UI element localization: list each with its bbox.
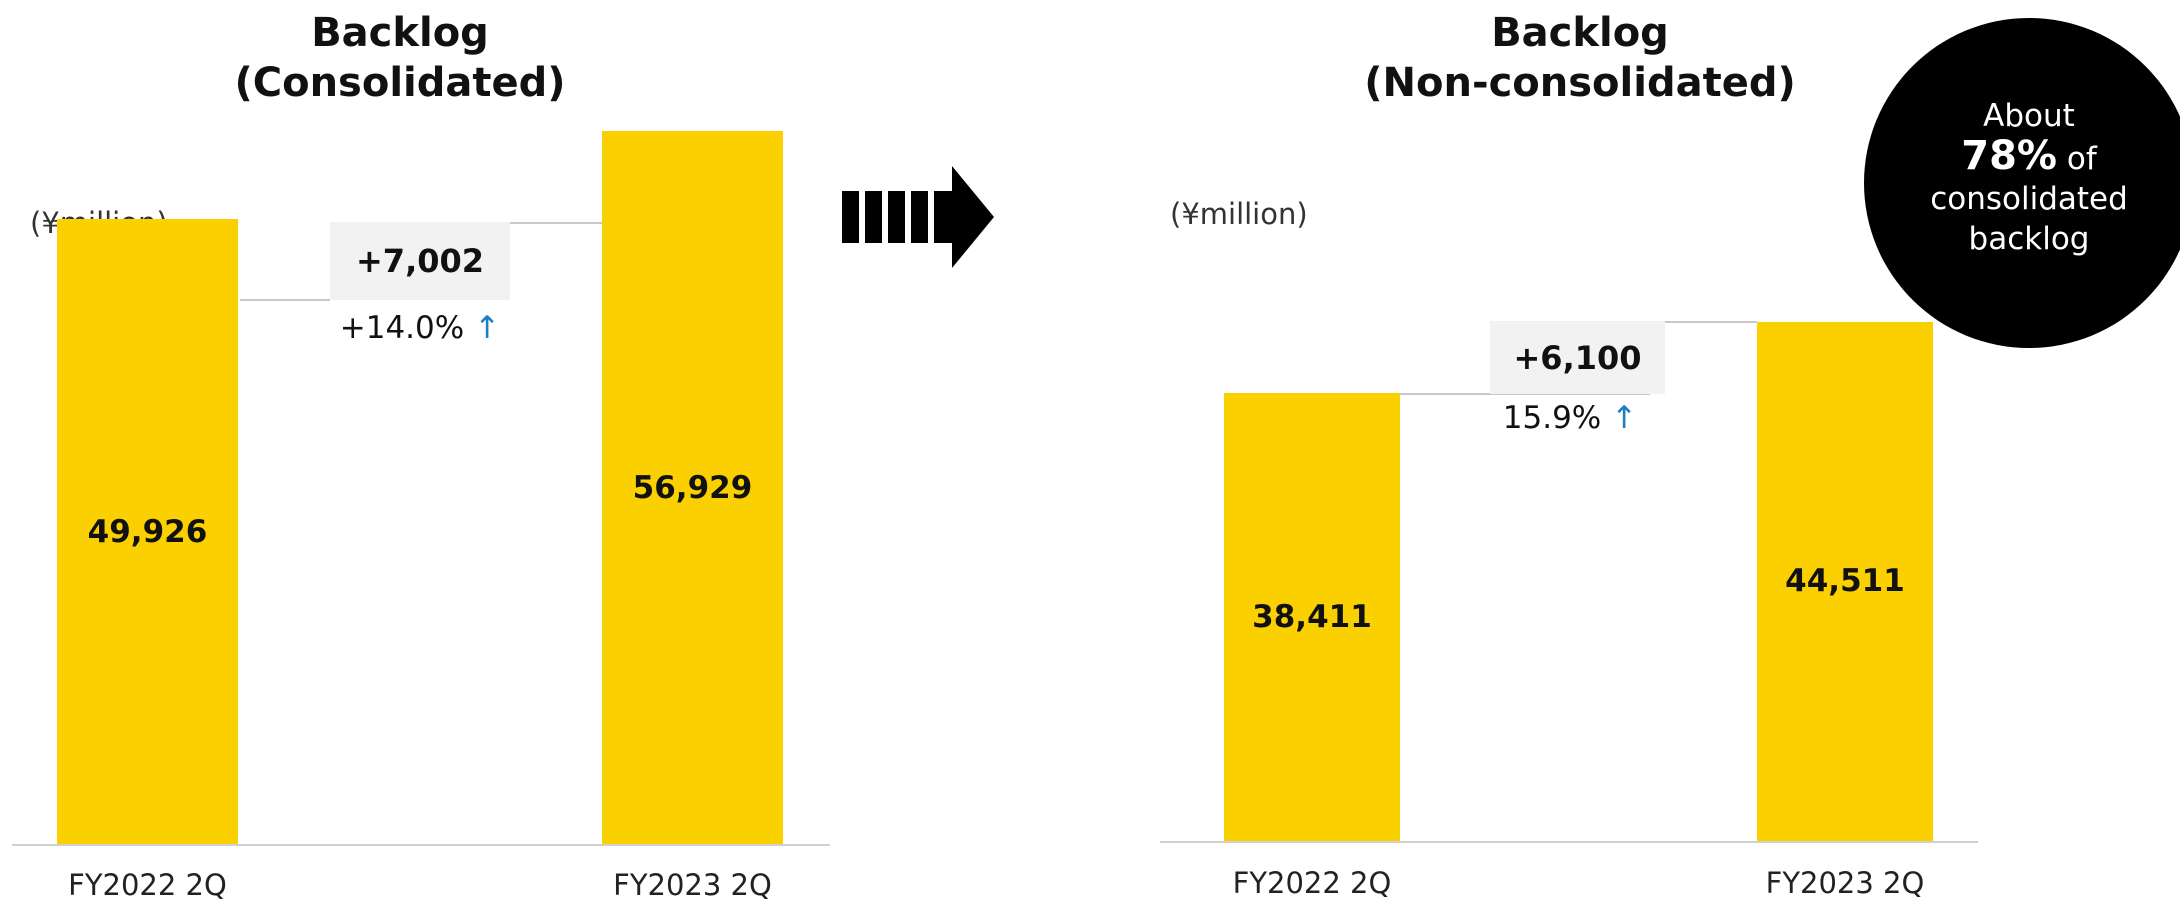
x-axis-baseline — [12, 844, 830, 846]
chart-title: Backlog (Non-consolidated) — [1160, 8, 2000, 108]
connector-line-right — [1665, 321, 1757, 323]
chart-title-line2: (Consolidated) — [234, 60, 566, 106]
bar-fy2022-2q — [57, 219, 238, 844]
x-tick-label: FY2023 2Q — [613, 868, 772, 902]
chart-consolidated: Backlog (Consolidated) (¥million) +7,002… — [0, 0, 840, 902]
connector-line-left — [240, 299, 330, 301]
x-tick-label: FY2023 2Q — [1765, 866, 1925, 900]
badge-line3: consolidated — [1930, 181, 2128, 217]
change-percent-value: 15.9% — [1502, 400, 1602, 436]
right-arrow-icon — [842, 166, 994, 268]
chart-title-line1: Backlog — [311, 10, 489, 56]
chart-title: Backlog (Consolidated) — [0, 8, 800, 108]
chart-title-line1: Backlog — [1491, 10, 1669, 56]
change-badge: +7,002 — [330, 222, 510, 300]
x-tick-label: FY2022 2Q — [1232, 866, 1392, 900]
bar-fy2023-2q — [602, 131, 783, 844]
change-badge: +6,100 — [1490, 321, 1665, 394]
connector-line-left — [1400, 393, 1650, 395]
chart-non-consolidated: Backlog (Non-consolidated) (¥million) +6… — [1160, 0, 2180, 901]
bar-value-label: 49,926 — [87, 513, 208, 550]
bar-value-label: 38,411 — [1252, 599, 1372, 635]
change-percent: +14.0% ↑ — [300, 310, 540, 346]
bar-fy2023-2q — [1757, 321, 1933, 841]
x-axis-baseline — [1160, 841, 1978, 843]
badge-line2: 78% of — [1864, 136, 2180, 179]
badge-percent: 78% — [1961, 133, 2057, 179]
chart-title-line2: (Non-consolidated) — [1364, 60, 1796, 106]
change-percent: 15.9% ↑ — [1450, 400, 1690, 436]
share-badge: About 78% of consolidated backlog — [1864, 18, 2180, 348]
badge-percent-suffix: of — [2066, 141, 2097, 177]
up-arrow-icon: ↑ — [474, 310, 501, 346]
bar-value-label: 56,929 — [632, 469, 753, 506]
badge-line4: backlog — [1968, 221, 2090, 257]
up-arrow-icon: ↑ — [1611, 400, 1638, 436]
unit-label: (¥million) — [1170, 197, 1308, 231]
connector-line-right — [510, 222, 602, 224]
bar-value-label: 44,511 — [1785, 563, 1905, 600]
change-percent-value: +14.0% — [339, 310, 465, 346]
x-tick-label: FY2022 2Q — [68, 868, 227, 902]
bar-fy2022-2q — [1224, 393, 1400, 841]
badge-line1: About — [1983, 98, 2075, 134]
